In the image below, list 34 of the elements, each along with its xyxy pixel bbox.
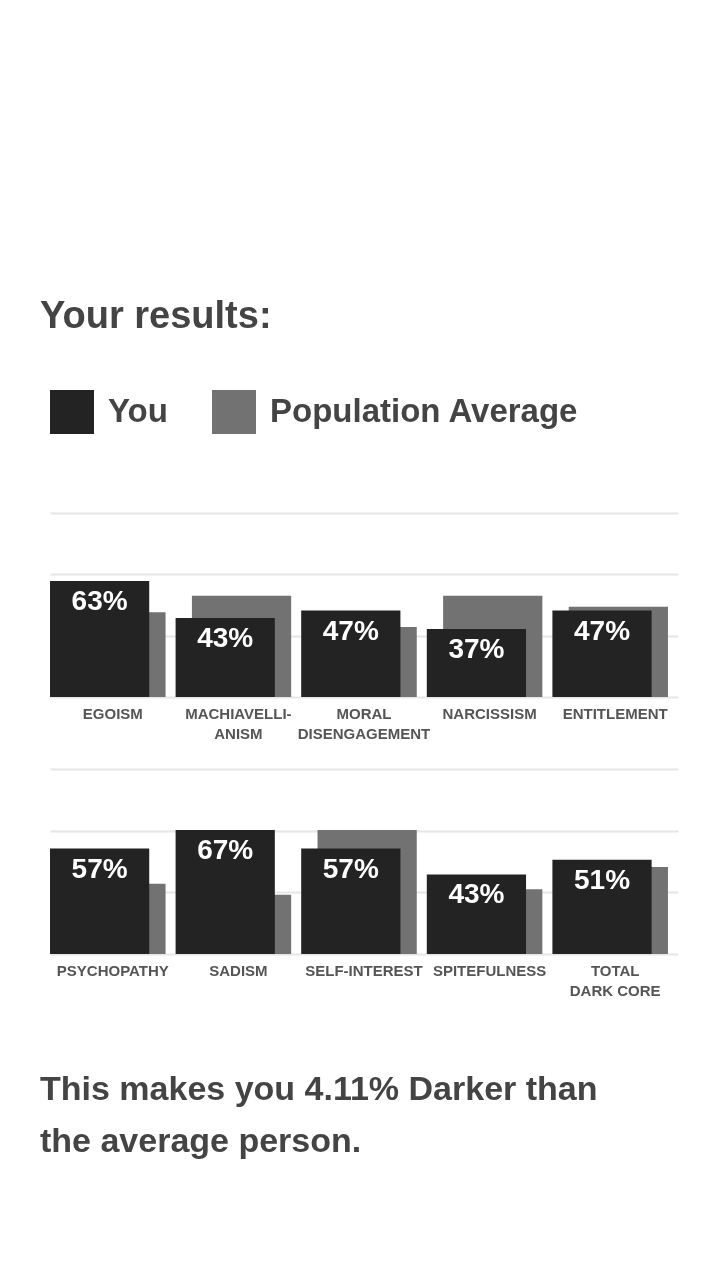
bar xyxy=(50,581,150,697)
bar xyxy=(175,830,275,954)
bar xyxy=(552,859,652,954)
bar xyxy=(175,617,275,697)
x-tick-label: TOTAL DARK CORE xyxy=(569,961,661,999)
chart-title: Your results: xyxy=(40,294,272,336)
data-label: 47% xyxy=(573,614,631,646)
x-tick-label: MACHIAVELLI- ANISM xyxy=(185,704,292,742)
bar xyxy=(426,874,527,954)
data-label: 57% xyxy=(322,852,379,884)
data-label: 67% xyxy=(197,834,254,866)
text: This makes you 4.11% Darker than the average person. xyxy=(40,1068,599,1161)
data-label: 47% xyxy=(322,614,379,646)
x-tick-label: EGOISM xyxy=(82,704,143,722)
x-tick-label: MORAL DISENGAGEMENT xyxy=(297,704,431,742)
data-label: 51% xyxy=(573,863,631,895)
x-tick-label: NARCISSISM xyxy=(442,704,537,722)
x-tick-label: PSYCHOPATHY xyxy=(56,961,169,979)
bar xyxy=(301,610,401,697)
data-label: 43% xyxy=(197,621,254,653)
legend-label: Population Average xyxy=(270,392,578,429)
data-label: 37% xyxy=(448,632,505,664)
x-tick-label: ENTITLEMENT xyxy=(562,704,668,722)
bar xyxy=(552,610,652,697)
data-label: 57% xyxy=(71,852,128,884)
x-tick-label: SELF-INTEREST xyxy=(305,961,423,979)
bar xyxy=(50,848,150,954)
bar xyxy=(426,628,527,697)
data-label: 43% xyxy=(448,878,505,910)
x-tick-label: SPITEFULNESS xyxy=(432,961,547,979)
bar xyxy=(301,848,401,954)
legend-label: You xyxy=(108,392,168,429)
x-tick-label: SADISM xyxy=(209,961,268,979)
data-label: 63% xyxy=(71,585,128,617)
